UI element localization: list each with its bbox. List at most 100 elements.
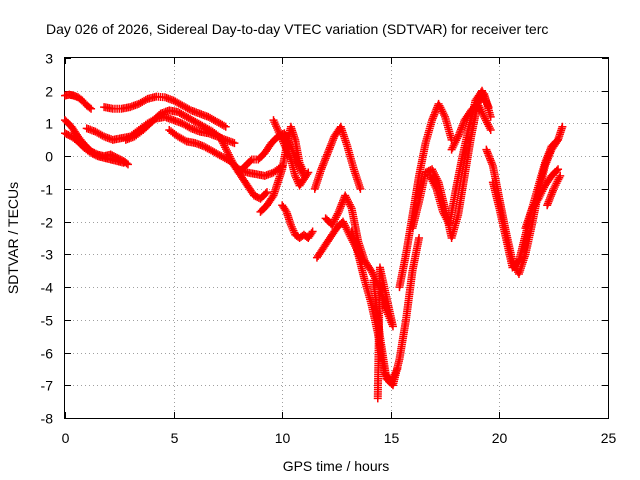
data-point-fill [346,202,355,211]
data-point-fill [441,213,450,222]
data-point-fill [484,122,493,131]
data-point-fill [141,95,150,104]
data-point-fill [481,114,490,123]
data-point-fill [475,103,484,112]
data-point-fill [440,111,449,120]
x-tick-label: 0 [62,430,70,446]
data-point-fill [342,225,351,234]
data-point-fill [330,215,339,224]
data-point-fill [430,170,439,179]
data-point-fill [551,181,560,190]
y-tick-label: -5 [41,313,54,329]
data-point-fill [482,118,491,127]
data-point-fill [448,143,457,152]
y-tick-label: -4 [41,280,54,296]
series-trace-c [61,129,128,167]
data-point-fill [222,147,231,156]
data-point-fill [343,197,352,206]
y-axis-label: SDTVAR / TECUs [5,182,21,294]
y-tick-label: -7 [41,378,54,394]
data-point-fill [218,137,227,146]
data-point-fill [452,136,461,145]
data-point-fill [333,209,342,218]
data-point-fill [438,107,447,116]
data-point-fill [483,120,492,129]
data-point-fill [426,173,435,182]
data-point-fill [185,105,194,114]
data-point [221,122,230,131]
data-point-fill [332,211,341,220]
data-point-fill [550,183,559,192]
data-point-fill [432,174,441,183]
data-point-fill [341,223,350,232]
data-point-fill [185,123,194,132]
data-point-fill [453,134,462,143]
data-point [304,168,313,177]
data-point-fill [85,103,94,112]
data-point [425,171,434,180]
data-point-fill [427,175,436,184]
data-point-fill [307,229,316,238]
data-point-fill [343,195,352,204]
series-trace-f [121,106,226,144]
data-point [367,266,376,275]
data-point-fill [552,166,561,175]
data-point [415,234,424,242]
series-trace-m [310,122,365,193]
data-point-fill [339,219,348,228]
data-point [556,171,565,180]
series-trace-e [100,92,230,131]
data-point-fill [437,105,446,114]
data-point-fill [439,209,448,218]
data-point-fill [451,138,460,147]
data-point-fill [227,156,236,165]
data-point-fill [281,206,290,215]
data-point-fill [222,145,231,154]
data-point-fill [344,198,353,207]
data-point-fill [180,136,189,145]
series-trace-y [521,122,567,233]
data-point [428,165,437,174]
series-trace-k [269,116,313,190]
data-point-fill [474,101,483,110]
series-trace-v [447,99,495,154]
data-point-fill [435,101,444,110]
data-point-fill [330,217,339,226]
data-point-fill [485,124,494,133]
data-point-fill [329,219,338,228]
data-point-fill [440,211,449,220]
data-point-fill [225,152,234,161]
data-point-fill [477,107,486,116]
x-tick-label: 15 [384,430,400,446]
plot-frame [64,57,609,419]
data-point-fill [433,176,442,185]
data-point [308,227,317,236]
series-trace-l [278,201,317,242]
x-tick-label: 10 [275,430,291,446]
data-point-fill [428,167,437,176]
data-point [434,99,443,108]
data-point-fill [219,139,228,148]
data-point-fill [476,105,485,114]
data-point-fill [439,109,448,118]
data-point-fill [478,109,487,118]
y-tick-label: 2 [45,84,53,100]
data-point-fill [246,156,255,165]
data-point-fill [430,181,439,190]
data-point [217,135,226,144]
series-trace-a [61,90,96,113]
data-point-fill [431,183,440,192]
data-point-fill [268,193,277,202]
data-point [230,139,239,148]
data-point [484,103,493,112]
chart-title: Day 026 of 2026, Sidereal Day-to-day VTE… [46,21,548,37]
data-point [473,99,482,108]
y-tick-label: -3 [41,247,54,263]
data-point-fill [226,154,235,163]
data-point [87,104,96,113]
data-point-fill [429,179,438,188]
data-point [438,207,447,216]
series-trace-t [408,90,495,242]
data-point-fill [482,116,491,125]
data-point [341,191,350,200]
